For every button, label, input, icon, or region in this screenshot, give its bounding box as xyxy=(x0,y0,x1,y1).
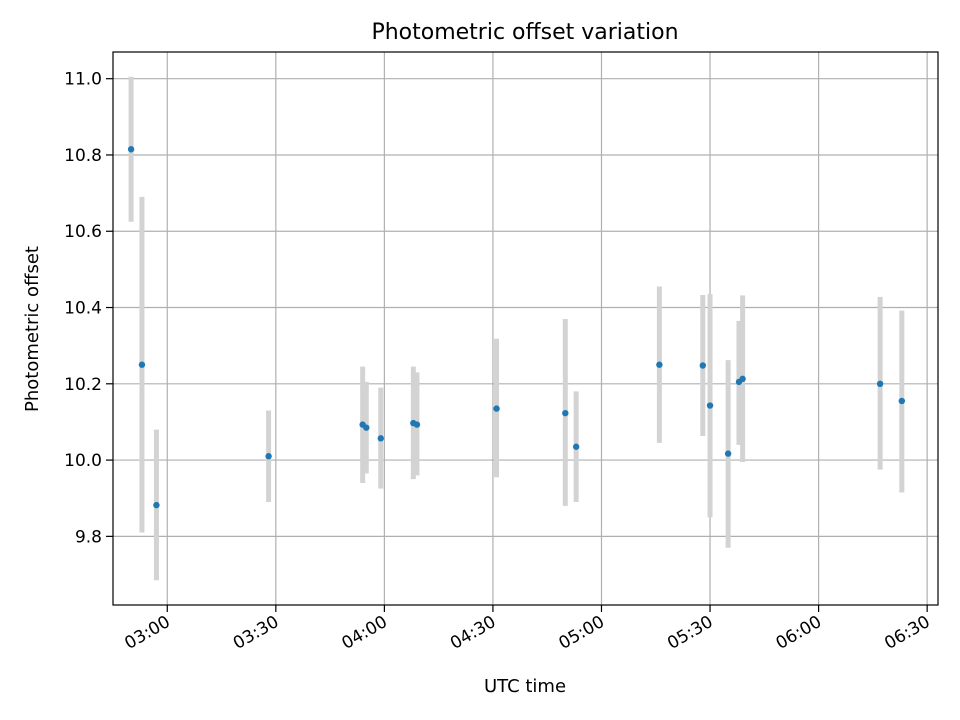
data-point xyxy=(898,397,906,405)
y-tick-label: 10.6 xyxy=(64,222,102,242)
y-tick-label: 10.2 xyxy=(64,375,102,395)
data-point xyxy=(562,409,569,417)
data-point xyxy=(265,453,272,460)
data-point xyxy=(363,424,370,431)
plot-frame xyxy=(112,51,939,606)
data-point xyxy=(656,361,663,368)
data-point xyxy=(377,435,384,442)
y-tick-label: 10.4 xyxy=(64,299,102,319)
data-point xyxy=(572,443,580,450)
data-point xyxy=(493,405,500,412)
chart-title: Photometric offset variation xyxy=(371,20,678,45)
data-point xyxy=(739,375,746,383)
y-axis-ticks: 9.8 10.0 10.2 10.4 10.6 10.8 11.0 xyxy=(64,70,113,547)
y-tick-label: 10.0 xyxy=(64,451,102,471)
data-point xyxy=(706,402,714,409)
data-point xyxy=(724,450,732,457)
data-point xyxy=(876,380,884,387)
grid xyxy=(113,52,938,605)
y-axis-label: Photometric offset xyxy=(22,246,43,412)
data-point xyxy=(127,146,135,153)
data-points xyxy=(127,146,906,509)
y-tick-label: 9.8 xyxy=(75,527,102,547)
y-tick-label: 10.8 xyxy=(64,146,102,166)
data-point xyxy=(153,501,160,509)
data-point xyxy=(413,421,421,428)
y-tick-label: 11.0 xyxy=(64,70,102,90)
x-axis-label: UTC time xyxy=(484,676,566,697)
data-point xyxy=(138,361,146,368)
data-point xyxy=(699,362,707,369)
